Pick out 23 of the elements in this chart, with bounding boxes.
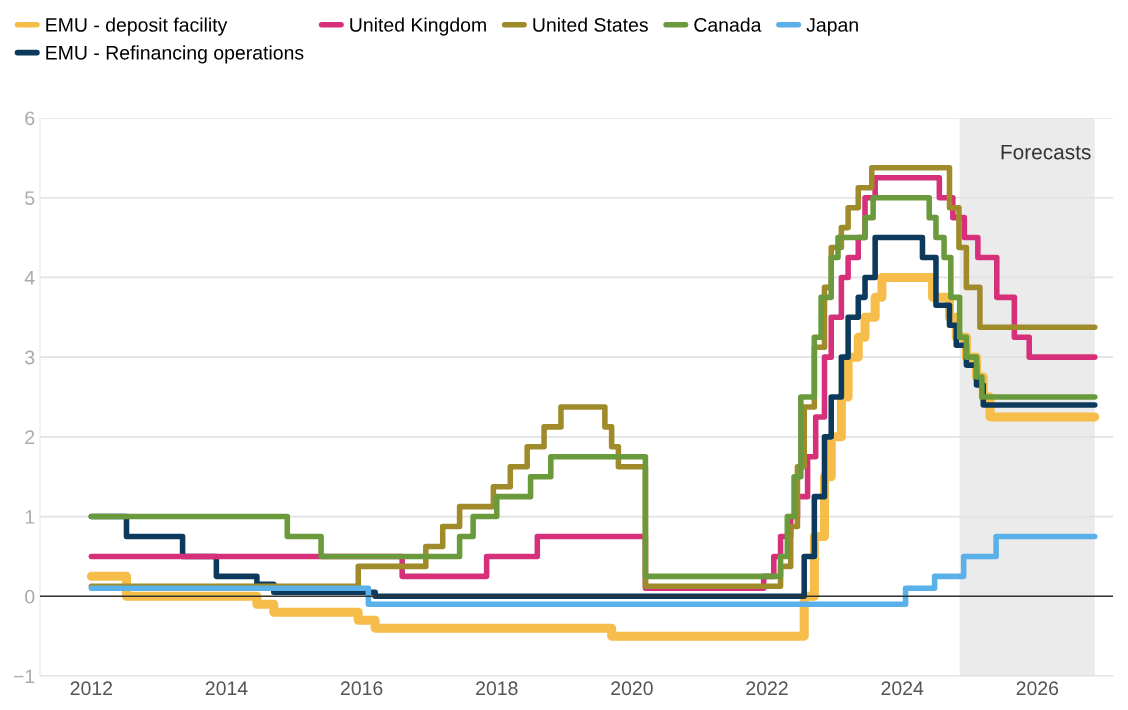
y-tick-label: −1 bbox=[13, 669, 35, 684]
x-tick-label: 2022 bbox=[746, 681, 788, 696]
y-tick-label: 4 bbox=[24, 271, 35, 285]
y-tick-label: 5 bbox=[25, 191, 35, 205]
x-tick-label: 2026 bbox=[1016, 681, 1059, 696]
x-tick-label: 2020 bbox=[611, 681, 653, 696]
x-tick-label: 2016 bbox=[340, 681, 383, 696]
x-tick-label: 2024 bbox=[881, 681, 924, 696]
legend-label: EMU - Refinancing operations bbox=[46, 45, 304, 64]
y-tick-label: 1 bbox=[25, 510, 35, 524]
y-tick-label: 3 bbox=[25, 350, 35, 365]
legend-label: Japan bbox=[806, 18, 858, 36]
x-tick-label: 2012 bbox=[70, 681, 113, 696]
x-tick-label: 2018 bbox=[476, 681, 518, 696]
legend-label: Canada bbox=[694, 17, 762, 32]
legend-label: EMU - deposit facility bbox=[46, 17, 228, 36]
y-tick-label: 0 bbox=[25, 589, 35, 604]
y-tick-label: 2 bbox=[25, 430, 35, 444]
legend-label: United Kingdom bbox=[350, 17, 486, 36]
y-tick-label: 6 bbox=[25, 111, 35, 126]
legend-label: United States bbox=[533, 17, 648, 32]
band-label: Forecasts bbox=[1001, 144, 1091, 160]
x-tick-label: 2014 bbox=[205, 681, 248, 696]
